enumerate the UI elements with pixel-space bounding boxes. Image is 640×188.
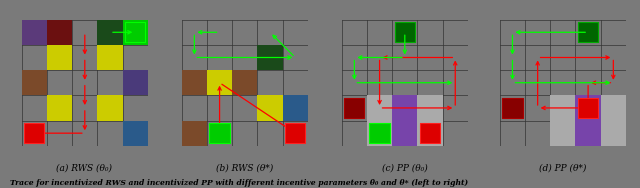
Bar <box>392 121 417 146</box>
Bar <box>182 121 207 146</box>
Bar <box>417 121 443 146</box>
Bar <box>420 123 440 143</box>
Bar <box>392 121 417 146</box>
Bar <box>207 70 232 95</box>
Bar <box>97 20 123 45</box>
Bar <box>575 95 601 121</box>
Bar <box>550 121 575 146</box>
Bar <box>123 70 148 95</box>
Bar <box>578 22 598 42</box>
Bar <box>209 123 230 143</box>
Bar <box>257 95 283 121</box>
Bar <box>257 45 283 70</box>
Bar <box>24 123 44 143</box>
Bar <box>550 95 575 121</box>
Text: (b) RWS (θ*): (b) RWS (θ*) <box>216 164 273 173</box>
Bar <box>22 70 47 95</box>
Text: Trace for incentivized RWS and incentivized PP with different incentive paramete: Trace for incentivized RWS and incentivi… <box>10 179 468 187</box>
Bar <box>367 121 392 146</box>
Bar <box>392 95 417 121</box>
Bar <box>601 95 626 121</box>
Bar <box>578 98 598 118</box>
Bar <box>575 121 601 146</box>
Bar <box>367 95 392 121</box>
Bar <box>97 95 123 121</box>
Text: (a) RWS (θ₀): (a) RWS (θ₀) <box>56 164 113 173</box>
Bar <box>125 22 145 42</box>
Bar <box>123 20 148 45</box>
Bar <box>22 20 47 45</box>
Bar <box>575 121 601 146</box>
Bar <box>97 45 123 70</box>
Bar <box>47 20 72 45</box>
Bar <box>285 123 305 143</box>
Bar <box>601 121 626 146</box>
Text: (c) PP (θ₀): (c) PP (θ₀) <box>381 164 428 173</box>
Bar <box>47 95 72 121</box>
Bar <box>502 98 522 118</box>
Bar <box>417 95 443 121</box>
Bar <box>344 98 364 118</box>
Bar <box>47 45 72 70</box>
Bar <box>182 70 207 95</box>
Text: (d) PP (θ*): (d) PP (θ*) <box>539 164 586 173</box>
Bar <box>123 121 148 146</box>
Bar <box>232 70 257 95</box>
Bar <box>392 95 417 121</box>
Bar <box>575 95 601 121</box>
Bar <box>369 123 390 143</box>
Bar <box>283 95 308 121</box>
Bar <box>395 22 415 42</box>
